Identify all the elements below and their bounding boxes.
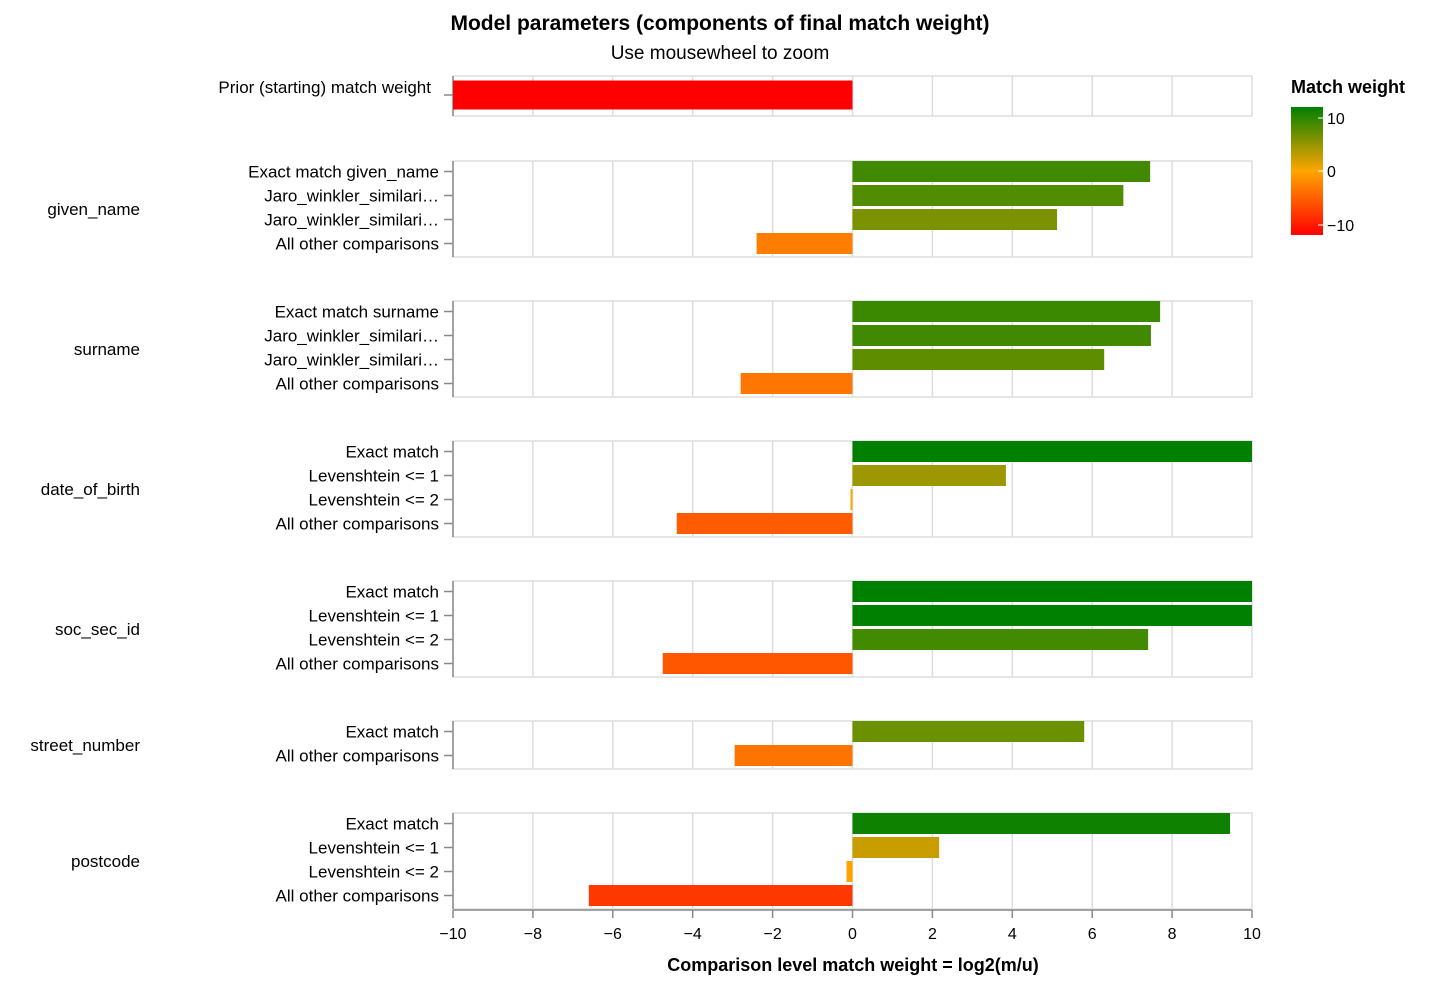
row-label: Jaro_winkler_similari… [264,327,439,346]
row-label: Exact match [345,815,439,834]
legend-title: Match weight [1291,77,1405,97]
bar[interactable] [852,813,1231,834]
bar[interactable] [852,441,1253,462]
x-tick-label: 8 [1168,926,1177,943]
x-tick-label: 10 [1243,926,1261,943]
facet-postcode: Exact match Levenshtein <= 1 Levenshtein <… [71,812,1253,910]
row-label: All other comparisons [276,887,439,906]
facet-prior: Prior (starting) match weight [218,75,1253,117]
group-label: postcode [71,852,140,871]
bar[interactable] [588,885,853,906]
row-label: Levenshtein <= 1 [309,607,439,626]
x-tick-label: 6 [1088,926,1097,943]
bar[interactable] [852,185,1124,206]
row-label: All other comparisons [276,747,439,766]
bar[interactable] [756,233,853,254]
bar[interactable] [852,325,1151,346]
row-label: Exact match [345,443,439,462]
bar[interactable] [846,861,853,882]
row-label: All other comparisons [276,515,439,534]
row-label: Levenshtein <= 1 [309,467,439,486]
bar[interactable] [852,349,1105,370]
x-tick-label: −2 [763,926,781,943]
bar[interactable] [852,161,1151,182]
group-label: date_of_birth [41,480,140,499]
facet-date_of_birth: Exact match Levenshtein <= 1 Levenshtein <… [41,440,1253,538]
row-label: Jaro_winkler_similari… [264,211,439,230]
color-legend: Match weight 10 0 −10 [1291,77,1405,235]
x-tick-label: 2 [928,926,937,943]
group-label: surname [74,340,140,359]
x-tick-label: 0 [848,926,857,943]
bar[interactable] [852,465,1006,486]
x-tick-label: −8 [524,926,542,943]
row-label: Exact match [345,723,439,742]
facet-surname: Exact match surname Jaro_winkler_similari… [74,300,1253,398]
group-label: soc_sec_id [55,620,140,639]
row-label: Exact match surname [275,303,439,322]
row-label: Jaro_winkler_similari… [264,187,439,206]
legend-gradient-bar [1291,107,1323,235]
bar[interactable] [740,373,853,394]
row-label: Prior (starting) match weight [218,78,431,97]
legend-tick-label: −10 [1327,218,1354,235]
bar[interactable] [453,80,853,110]
bar[interactable] [852,581,1253,602]
row-label: Levenshtein <= 2 [309,631,439,650]
bar[interactable] [676,513,853,534]
bar[interactable] [852,605,1253,626]
facet-panels: Prior (starting) match weight Exact match… [30,75,1253,910]
row-label: Levenshtein <= 2 [309,863,439,882]
facet-given_name: Exact match given_name Jaro_winkler_simil… [47,160,1253,258]
bar[interactable] [852,721,1085,742]
row-label: All other comparisons [276,375,439,394]
x-axis-title: Comparison level match weight = log2(m/u… [667,955,1039,975]
row-label: Levenshtein <= 1 [309,839,439,858]
x-axis: −10 −8 −6 −4 −2 0 2 4 6 8 10 [439,909,1261,943]
x-tick-label: −4 [684,926,702,943]
facet-soc_sec_id: Exact match Levenshtein <= 1 Levenshtein <… [55,580,1253,678]
legend-tick-label: 10 [1327,111,1345,128]
bar[interactable] [852,301,1161,322]
x-tick-label: 4 [1008,926,1017,943]
row-label: Exact match [345,583,439,602]
row-label: All other comparisons [276,655,439,674]
bar[interactable] [850,489,853,510]
row-label: Jaro_winkler_similari… [264,351,439,370]
group-label: given_name [47,200,140,219]
x-tick-label: −10 [439,926,466,943]
group-label: street_number [30,736,140,755]
x-tick-label: −6 [604,926,622,943]
bar[interactable] [734,745,853,766]
row-label: Exact match given_name [248,163,439,182]
bar[interactable] [662,653,853,674]
bar[interactable] [852,629,1149,650]
legend-tick-label: 0 [1327,164,1336,181]
row-label: Levenshtein <= 2 [309,491,439,510]
bar[interactable] [852,837,940,858]
row-label: All other comparisons [276,235,439,254]
chart-title: Model parameters (components of final ma… [450,12,989,35]
bar[interactable] [852,209,1058,230]
facet-street_number: Exact match All other comparisons street_n… [30,720,1253,770]
chart-subtitle: Use mousewheel to zoom [611,43,830,64]
